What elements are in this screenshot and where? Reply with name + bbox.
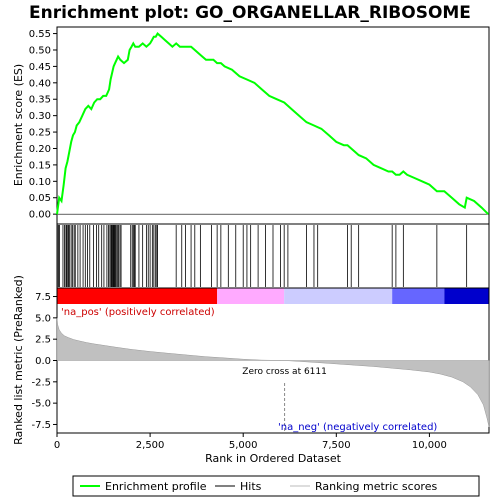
es-curve	[56, 32, 490, 215]
rank-bar-segment	[217, 288, 285, 304]
neg-correlated-label: 'na_neg' (negatively correlated)	[278, 422, 437, 433]
es-y-tick-label: 0.40	[29, 78, 51, 89]
metric-y-tick-label: 0.0	[35, 356, 51, 367]
pos-correlated-label: 'na_pos' (positively correlated)	[61, 307, 215, 318]
metric-area	[56, 317, 490, 428]
metric-y-tick-label: -2.5	[31, 377, 51, 388]
legend: Enrichment profile Hits Ranking metric sco…	[80, 480, 437, 493]
x-axis-label: Rank in Ordered Dataset	[205, 452, 342, 465]
metric-y-axis-label: Ranked list metric (PreRanked)	[12, 275, 25, 445]
es-y-tick-label: 0.45	[29, 62, 51, 73]
rank-bar-segment	[444, 288, 489, 304]
es-y-tick-label: 0.20	[29, 144, 51, 155]
metric-y-tick-label: 2.5	[35, 335, 51, 346]
metric-curve-group	[56, 317, 490, 433]
legend-box	[72, 475, 480, 497]
es-panel-frame	[56, 26, 490, 225]
rank-bar-segment	[57, 288, 218, 304]
hits-group	[56, 225, 468, 287]
es-y-tick-label: 0.25	[29, 128, 51, 139]
x-tick-label: 10,000	[412, 440, 447, 451]
legend-label: Hits	[240, 480, 262, 493]
x-tick-label: 5,000	[229, 440, 258, 451]
rank-bar	[57, 288, 489, 304]
x-tick-label: 0	[54, 440, 60, 451]
metric-y-tick-label: -7.5	[31, 420, 51, 431]
es-curve-group	[56, 32, 490, 215]
es-y-tick-label: 0.10	[29, 177, 51, 188]
rank-bar-segment	[392, 288, 445, 304]
es-y-axis: 0.00 0.05 0.10 0.15 0.20 0.25 0.30 0.35 0.40 0.45…	[29, 29, 57, 221]
es-y-tick-label: 0.30	[29, 111, 51, 122]
es-y-axis-label: Enrichment score (ES)	[12, 64, 25, 186]
legend-label: Ranking metric scores	[315, 480, 437, 493]
rank-bar-segment	[284, 288, 393, 304]
x-axis: 0 2,500 5,000 7,500 10,000	[54, 433, 447, 451]
chart-title: Enrichment plot: GO_ORGANELLAR_RIBOSOME	[29, 3, 471, 23]
metric-y-axis: 7.5 5.0 2.5 0.0 -2.5 -5.0 -7.5	[31, 292, 57, 431]
x-tick-label: 2,500	[136, 440, 165, 451]
es-y-tick-label: 0.05	[29, 193, 51, 204]
es-y-tick-label: 0.00	[29, 210, 51, 221]
metric-y-tick-label: 7.5	[35, 292, 51, 303]
es-y-tick-label: 0.55	[29, 29, 51, 40]
es-y-tick-label: 0.15	[29, 160, 51, 171]
es-y-tick-label: 0.35	[29, 95, 51, 106]
metric-y-tick-label: -5.0	[31, 399, 51, 410]
zero-cross-label: Zero cross at 6111	[242, 367, 327, 377]
metric-y-tick-label: 5.0	[35, 313, 51, 324]
legend-label: Enrichment profile	[105, 480, 207, 493]
es-y-tick-label: 0.50	[29, 45, 51, 56]
x-tick-label: 7,500	[322, 440, 351, 451]
